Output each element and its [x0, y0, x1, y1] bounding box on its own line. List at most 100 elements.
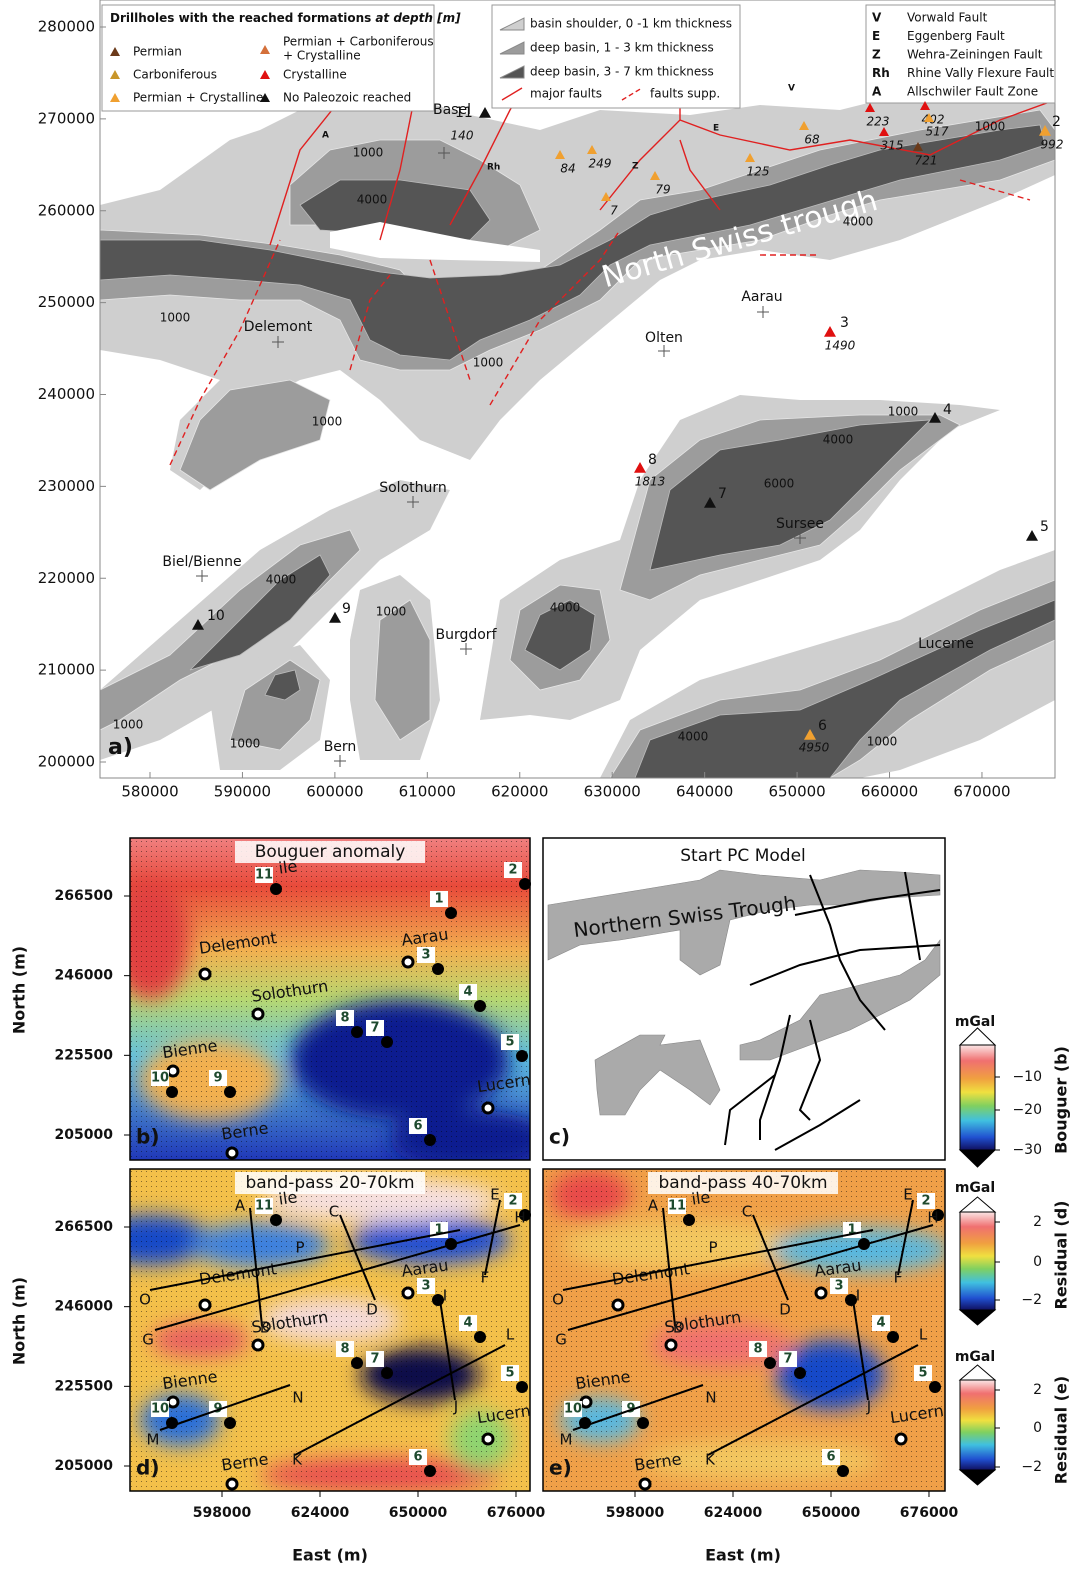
well-label: 4	[876, 1316, 885, 1331]
town-marker	[200, 969, 210, 979]
well-number: 9	[342, 601, 351, 617]
contour-label: 1000	[230, 737, 261, 751]
well-number: 6	[818, 718, 827, 734]
well-marker	[637, 1417, 649, 1429]
well-depth: 721	[915, 154, 938, 168]
y-tick-label: 250000	[38, 293, 95, 311]
y-tick-label: 240000	[38, 385, 95, 403]
start-model	[543, 838, 945, 1160]
colorbar-tick: −2	[1021, 1292, 1042, 1308]
well-label: 2	[508, 863, 517, 878]
y-axis-label: North (m)	[10, 1277, 29, 1365]
profile-letter: P	[295, 1239, 304, 1257]
well-label: 10	[151, 1402, 169, 1417]
x-tick-label: 620000	[491, 783, 548, 801]
well-label: 8	[340, 1342, 349, 1357]
well-marker	[381, 1367, 393, 1379]
contour-label: 4000	[843, 215, 874, 229]
profile-letter: H	[514, 1209, 525, 1227]
x-tick-label: 640000	[676, 783, 733, 801]
contour-label: 1000	[888, 405, 919, 419]
contour-label: 4000	[550, 601, 581, 615]
contour-label: 1000	[353, 146, 384, 160]
well-marker	[351, 1357, 363, 1369]
profile-letter: O	[139, 1291, 151, 1309]
profile-letter: K	[705, 1451, 716, 1469]
x-tick-label: 624000	[704, 1505, 763, 1521]
profile-letter: I	[443, 1287, 447, 1305]
well-depth: 992	[1041, 138, 1064, 152]
well-marker	[381, 1036, 393, 1048]
well-label: 11	[668, 1199, 686, 1214]
colorbar-tick: 2	[1033, 1214, 1042, 1230]
y-tick-label: 266500	[55, 1219, 114, 1235]
fault-abbr: A	[872, 85, 882, 99]
well-marker	[837, 1465, 849, 1477]
contour-label: 1000	[473, 356, 504, 370]
panel-label: b)	[136, 1125, 159, 1149]
y-tick-label: 210000	[38, 661, 95, 679]
legend-label: No Paleozoic reached	[283, 91, 411, 105]
profile-letter: M	[147, 1431, 160, 1449]
well-number: 10	[207, 608, 225, 624]
contour-label: 4000	[357, 193, 388, 207]
y-tick-label: 205000	[55, 1127, 114, 1143]
town-name: ile	[277, 856, 298, 877]
profile-letter: E	[903, 1186, 912, 1204]
well-number: 5	[1040, 519, 1049, 535]
town-name: Bern	[324, 739, 357, 755]
well-label: 6	[413, 1450, 422, 1465]
town-name: Lucerne	[918, 636, 974, 652]
profile-letter: A	[648, 1197, 659, 1215]
well-number: 8	[648, 452, 657, 468]
town-marker	[403, 957, 413, 967]
legend-label: Permian	[133, 45, 182, 59]
well-marker	[474, 1331, 486, 1343]
town-name: Olten	[645, 330, 683, 346]
profile-letter: L	[919, 1326, 928, 1344]
profile-letter: I	[856, 1287, 860, 1305]
x-tick-label: 598000	[193, 1505, 252, 1521]
fault-label: A	[322, 131, 329, 141]
y-tick-label: 220000	[38, 569, 95, 587]
profile-letter: C	[329, 1203, 339, 1221]
x-tick-label: 580000	[121, 783, 178, 801]
well-depth: 4950	[799, 741, 830, 755]
well-label: 3	[421, 1279, 430, 1294]
town-marker	[227, 1148, 237, 1158]
panel-label: d)	[136, 1456, 159, 1480]
y-tick-label: 205000	[55, 1458, 114, 1474]
x-tick-label: 600000	[306, 783, 363, 801]
y-tick-label: 266500	[55, 888, 114, 904]
well-marker	[516, 1381, 528, 1393]
well-label: 10	[564, 1402, 582, 1417]
profile-letter: A	[235, 1197, 246, 1215]
well-label: 7	[370, 1352, 379, 1367]
town-marker	[168, 1397, 178, 1407]
colorbar-label: Residual (d)	[1052, 1201, 1071, 1310]
well-marker	[166, 1086, 178, 1098]
well-label: 7	[370, 1021, 379, 1036]
profile-letter: L	[506, 1326, 515, 1344]
x-tick-label: 624000	[291, 1505, 350, 1521]
fault-abbr: Z	[872, 48, 881, 62]
y-tick-label: 270000	[38, 109, 95, 127]
town-name: Sursee	[776, 516, 824, 532]
well-label: 3	[421, 948, 430, 963]
x-tick-label: 590000	[214, 783, 271, 801]
x-tick-label: 650000	[768, 783, 825, 801]
legend-label: deep basin, 3 - 7 km thickness	[530, 65, 714, 79]
panel-title: Start PC Model	[680, 846, 806, 866]
x-tick-label: 650000	[389, 1505, 448, 1521]
profile-letter: K	[292, 1451, 303, 1469]
well-label: 3	[834, 1279, 843, 1294]
well-marker	[516, 1050, 528, 1062]
x-tick-label: 598000	[606, 1505, 665, 1521]
contour-label: 1000	[867, 735, 898, 749]
well-marker	[887, 1331, 899, 1343]
contour-label: 4000	[266, 573, 297, 587]
profile-letter: J	[453, 1398, 458, 1416]
profile-letter: G	[555, 1331, 567, 1349]
colorbars	[960, 1028, 995, 1485]
town-marker	[640, 1479, 650, 1489]
